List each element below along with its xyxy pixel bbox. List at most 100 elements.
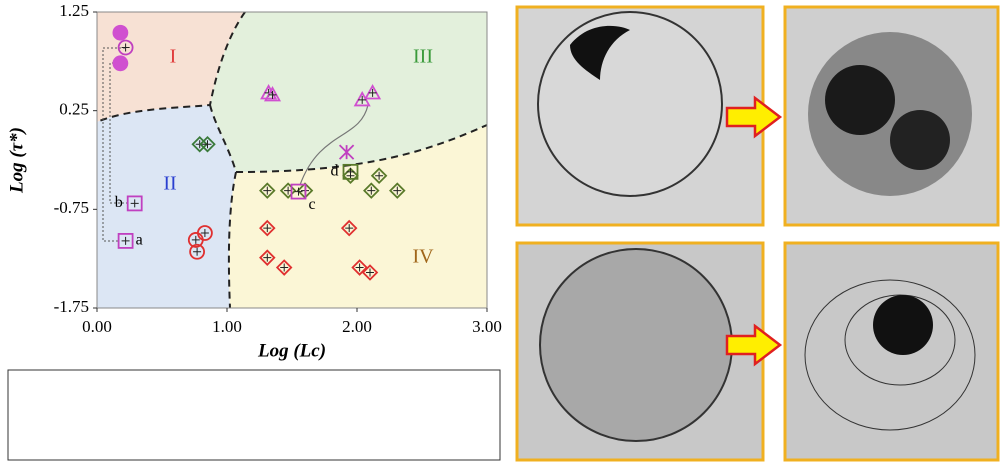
legend-box <box>7 369 501 461</box>
photo-detail <box>873 295 933 355</box>
marker-plus <box>280 263 289 272</box>
point-label: d <box>331 163 339 180</box>
region-3 <box>210 12 487 172</box>
boundary <box>209 104 238 308</box>
point <box>259 182 276 199</box>
point-label: b <box>115 194 123 211</box>
marker-plus <box>200 229 209 238</box>
marker-diamond <box>361 264 379 281</box>
marker-diamond <box>370 167 388 185</box>
marker-diamond <box>259 182 276 199</box>
y-axis-label: Log (τ*) <box>6 127 27 194</box>
photo-detail <box>890 110 950 170</box>
point-label: c <box>309 196 316 213</box>
marker-diamond <box>342 167 359 185</box>
marker-circle <box>189 243 206 260</box>
point <box>370 167 388 185</box>
region-1 <box>97 12 245 122</box>
x-tick-label: 0.00 <box>82 317 112 336</box>
marker-diamond <box>275 259 293 276</box>
point <box>340 219 358 237</box>
marker-square <box>117 233 134 249</box>
photo-detail <box>570 25 630 80</box>
marker-diamond <box>351 259 368 276</box>
marker-plus <box>355 263 364 272</box>
photo-detail <box>804 279 976 431</box>
connector <box>299 104 369 186</box>
point <box>117 233 134 249</box>
x-tick-label: 1.00 <box>212 317 242 336</box>
photo-detail <box>844 294 956 386</box>
marker-square <box>290 183 307 200</box>
point <box>361 264 379 281</box>
marker-diamond <box>389 182 406 199</box>
point <box>338 144 355 160</box>
marker-plus <box>203 140 212 149</box>
marker-triangle <box>263 86 282 102</box>
marker-plus <box>130 199 139 208</box>
marker-plus <box>121 43 130 52</box>
marker-plus <box>368 88 377 97</box>
marker-plus <box>191 235 200 244</box>
region-label: I <box>170 46 177 68</box>
marker-plus <box>366 268 374 277</box>
marker-plus <box>263 186 272 195</box>
x-axis-label: Log (Lc) <box>257 340 326 361</box>
point <box>199 135 216 153</box>
marker-plus <box>346 167 355 176</box>
marker-plus <box>345 224 354 233</box>
x-tick-label: 3.00 <box>472 317 502 336</box>
photos <box>515 5 1000 462</box>
point <box>112 55 129 72</box>
marker-diamond <box>191 135 208 153</box>
point <box>259 249 276 266</box>
point <box>259 219 276 237</box>
marker-diamond <box>259 249 276 266</box>
photo-detail <box>825 65 895 135</box>
point <box>275 259 293 276</box>
marker-plus <box>294 187 303 196</box>
marker-plus <box>375 171 384 180</box>
marker-plus <box>268 90 277 99</box>
marker-cross <box>338 144 355 160</box>
point <box>351 259 368 276</box>
marker-plus <box>367 186 376 195</box>
point <box>389 182 406 199</box>
x-tick-label: 2.00 <box>342 317 372 336</box>
marker-disk <box>112 55 129 72</box>
region-label: IV <box>412 246 434 268</box>
marker-diamond <box>279 182 297 199</box>
regions <box>97 12 487 308</box>
point <box>364 84 382 100</box>
point <box>126 195 143 212</box>
marker-plus <box>263 253 272 262</box>
marker-plus <box>393 186 402 195</box>
y-tick-label: 0.25 <box>59 100 89 119</box>
marker-circle <box>196 225 213 241</box>
plot-frame <box>96 11 488 309</box>
marker-square <box>342 163 359 180</box>
arrow <box>725 323 783 367</box>
region-label: II <box>163 173 176 195</box>
point <box>189 243 206 260</box>
marker-diamond <box>259 219 276 237</box>
point <box>263 86 282 102</box>
marker-circle <box>117 39 134 56</box>
marker-plus <box>358 95 367 104</box>
marker-diamond <box>363 182 380 199</box>
photo-detail <box>537 11 723 197</box>
arrow <box>725 95 783 139</box>
region-label: III <box>413 46 433 68</box>
y-tick-label: -1.75 <box>54 297 89 316</box>
marker-disk <box>112 24 129 41</box>
marker-triangle <box>364 84 382 100</box>
y-tick-label: -0.75 <box>54 198 89 217</box>
point <box>196 225 213 241</box>
point <box>290 183 307 200</box>
marker-square <box>126 195 143 212</box>
point <box>112 24 129 41</box>
marker-diamond <box>340 219 358 237</box>
marker-plus <box>263 224 272 233</box>
region-4 <box>228 125 487 308</box>
